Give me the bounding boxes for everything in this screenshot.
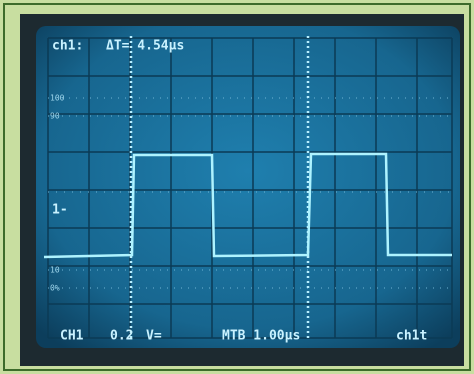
coupling: V= <box>146 329 162 344</box>
scale-label: 0% <box>50 284 60 293</box>
channel-label: CH1 <box>60 329 84 344</box>
channel-marker: 1- <box>52 203 68 218</box>
screen <box>36 26 460 348</box>
scale-label: 90 <box>50 112 60 121</box>
channel-readout: ch1: <box>52 39 83 54</box>
volts-per-div: 0.2 <box>110 329 133 344</box>
timebase: MTB 1.00μs <box>222 329 300 344</box>
delta-t-readout: ΔT= 4.54μs <box>106 39 184 54</box>
scale-label: 100 <box>50 94 65 103</box>
oscilloscope-photo: ch1: ΔT= 4.54μs 100 90 1- 10 0% CH1 0.2 … <box>0 0 474 374</box>
scale-label: 10 <box>50 266 60 275</box>
trigger: ch1t <box>396 329 427 344</box>
